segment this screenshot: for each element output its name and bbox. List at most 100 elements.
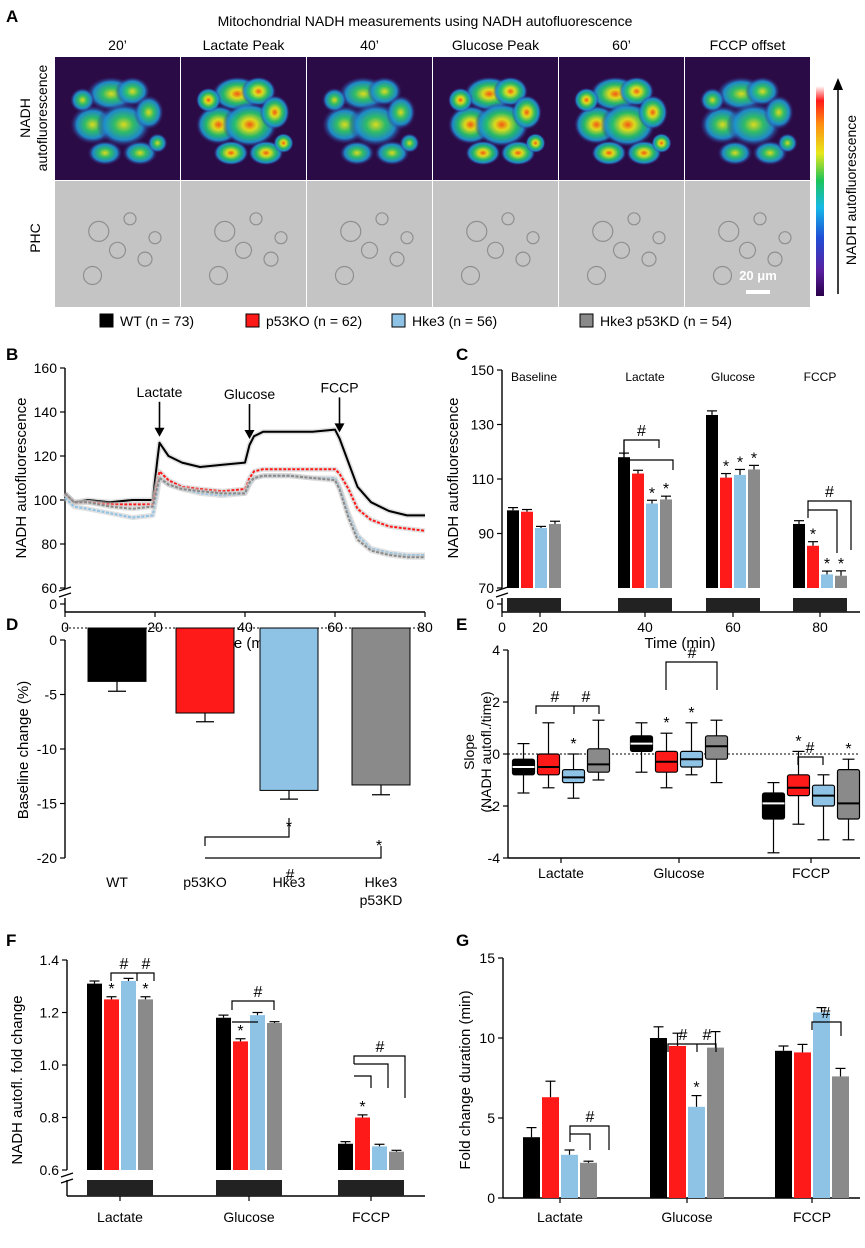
axis-break-mark — [495, 586, 509, 592]
bar-p53ko — [355, 1117, 370, 1170]
annotation-arrowhead — [154, 427, 165, 437]
panel-letter-d: D — [6, 615, 18, 634]
y-tick-label: 15 — [479, 950, 495, 966]
legend-label: WT (n = 73) — [120, 313, 194, 329]
x-tick-label: WT — [106, 874, 128, 890]
y-tick-label: 0 — [49, 632, 57, 648]
row-label-nadh-line2: autofluorescence — [34, 64, 50, 171]
bar-stub — [338, 1180, 404, 1196]
y-tick-label: 0.8 — [40, 1110, 60, 1126]
bar-p53ko — [720, 477, 732, 588]
significance-hash: # — [254, 984, 263, 1001]
x-tick-label: Glucose — [661, 1209, 713, 1225]
axis-break-mark — [60, 1178, 74, 1184]
x-tick-label: 20 — [532, 619, 548, 635]
y-tick-label: 90 — [478, 526, 494, 542]
significance-bracket — [808, 509, 838, 553]
y-tick-label: 0 — [49, 596, 57, 612]
phc-image-tile — [433, 181, 558, 307]
legend-swatch — [579, 313, 594, 328]
cell-blob — [448, 87, 473, 113]
x-tick-label: FCCP — [793, 1209, 831, 1225]
x-tick-label: Hke3 — [273, 874, 306, 890]
bar-hke3-p53kd — [660, 499, 672, 588]
bar-hke3 — [821, 574, 833, 588]
bar-hke3 — [646, 503, 658, 588]
phc-cell — [334, 265, 355, 286]
cell-blob — [591, 140, 627, 166]
bar-hke3-p53kd — [748, 469, 760, 588]
image-label: Glucose Peak — [452, 37, 540, 53]
significance-star: * — [108, 981, 114, 998]
bar-hke3-p53kd — [580, 1162, 597, 1198]
phc-cell — [753, 212, 767, 226]
panel-letter-b: B — [6, 345, 18, 364]
bar-p53ko — [807, 545, 819, 588]
bar-hke3 — [734, 474, 746, 588]
significance-star: * — [693, 1080, 699, 1097]
phc-cell — [767, 251, 783, 267]
annotation-label: Lactate — [137, 384, 183, 400]
significance-hash: # — [142, 956, 151, 973]
legend-swatch — [391, 313, 406, 328]
significance-hash: # — [679, 1027, 688, 1044]
y-axis-label: Fold change duration (min) — [457, 990, 474, 1169]
panel-letter-e: E — [456, 615, 467, 634]
y-tick-label: -20 — [37, 850, 57, 866]
significance-bracket — [353, 1055, 406, 1098]
significance-star: * — [824, 556, 830, 573]
panel-f: F 0.6 0.8 1.0 1.2 1.4 Lactate Glucose FCCP NADH … — [6, 931, 425, 1225]
significance-hash: # — [586, 1109, 595, 1126]
bar-p53ko — [669, 1046, 686, 1198]
significance-hash: # — [806, 740, 815, 757]
cell-blob — [763, 95, 794, 130]
bar-stub — [216, 1180, 282, 1196]
phc-cell — [137, 251, 153, 267]
y-tick-label: 1.0 — [40, 1057, 60, 1073]
panel-letter-g: G — [456, 931, 469, 950]
y-axis-label-line2: (NADH autofl./time) — [478, 691, 494, 812]
significance-bracket — [623, 440, 674, 470]
x-tick-label: 60 — [327, 619, 343, 635]
phc-cell — [340, 220, 362, 242]
significance-star: * — [359, 1099, 365, 1116]
x-tick-label: 80 — [812, 619, 828, 635]
significance-bracket — [811, 1021, 842, 1036]
box-wt — [761, 792, 786, 820]
y-tick-label: 60 — [41, 580, 57, 596]
legend-swatch — [245, 313, 260, 328]
cell-blob — [717, 140, 753, 166]
y-tick-label: 80 — [41, 536, 57, 552]
axis-break-mark — [58, 592, 72, 598]
significance-hash: # — [637, 423, 646, 440]
significance-star: * — [649, 485, 655, 502]
bar-hke3 — [250, 1015, 265, 1170]
significance-star: * — [237, 1023, 243, 1040]
y-tick-label: 0 — [487, 1190, 495, 1206]
box-hke3 — [561, 768, 586, 784]
cell-blob — [87, 140, 123, 166]
y-tick-label: -5 — [45, 687, 58, 703]
x-tick-label: 20 — [147, 619, 163, 635]
x-tick-label: 0 — [498, 619, 506, 635]
x-tick-label: Lactate — [538, 865, 584, 881]
cell-blob — [399, 133, 420, 153]
bar-hke3-p53kd — [549, 523, 561, 588]
phc-cell — [108, 241, 127, 259]
y-axis-label: NADH autofl. fold change — [9, 995, 26, 1164]
phc-cell — [466, 220, 488, 242]
phc-cell — [652, 231, 666, 245]
phc-cell — [148, 231, 162, 245]
y-tick-label: 5 — [487, 1110, 495, 1126]
series-line-hke3-p53kd — [64, 474, 425, 559]
x-tick-label: Glucose — [653, 865, 705, 881]
cell-blob — [651, 133, 672, 153]
significance-star: * — [795, 733, 801, 750]
panel-g: G 0 5 10 15 Lactate Glucose FCCP Fold change du… — [456, 931, 860, 1225]
cell-blob — [273, 133, 294, 153]
phc-cell — [234, 241, 253, 259]
y-tick-label: 1.2 — [40, 1005, 60, 1021]
phc-cell — [778, 231, 792, 245]
